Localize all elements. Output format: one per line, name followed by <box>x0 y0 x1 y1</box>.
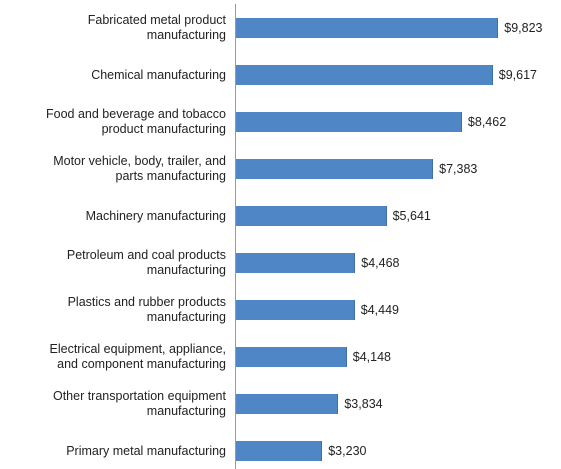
value-label: $5,641 <box>392 209 431 223</box>
category-label: Petroleum and coal products manufacturin… <box>66 248 226 277</box>
category-label: Food and beverage and tobacco product ma… <box>46 107 226 136</box>
bar <box>236 253 356 273</box>
bar <box>236 18 499 38</box>
category-label: Plastics and rubber products manufacturi… <box>67 295 226 324</box>
value-label: $3,834 <box>344 397 383 411</box>
bar <box>236 112 462 132</box>
value-label: $8,462 <box>467 115 507 129</box>
value-label: $9,617 <box>498 68 537 82</box>
value-label: $4,449 <box>360 303 400 317</box>
category-label: Fabricated metal product manufacturing <box>87 13 226 42</box>
bar <box>236 300 355 320</box>
bar <box>236 347 347 367</box>
value-label: $4,148 <box>352 350 391 364</box>
bar <box>236 65 493 85</box>
bar <box>236 394 339 414</box>
category-label: Electrical equipment, appliance, and com… <box>49 342 227 371</box>
value-label: $4,468 <box>361 256 400 270</box>
category-label: Chemical manufacturing <box>91 67 226 82</box>
bar <box>236 441 323 461</box>
category-label: Machinery manufacturing <box>85 208 226 223</box>
category-label: Other transportation equipment manufactu… <box>52 389 226 418</box>
value-label: $9,823 <box>504 21 543 35</box>
bar <box>236 159 434 179</box>
value-label: $7,383 <box>439 162 478 176</box>
category-label: Motor vehicle, body, trailer, and parts … <box>53 154 226 183</box>
category-label: Primary metal manufacturing <box>66 443 226 458</box>
bar <box>236 206 387 226</box>
axis-line <box>235 4 236 469</box>
value-label: $3,230 <box>328 444 367 458</box>
